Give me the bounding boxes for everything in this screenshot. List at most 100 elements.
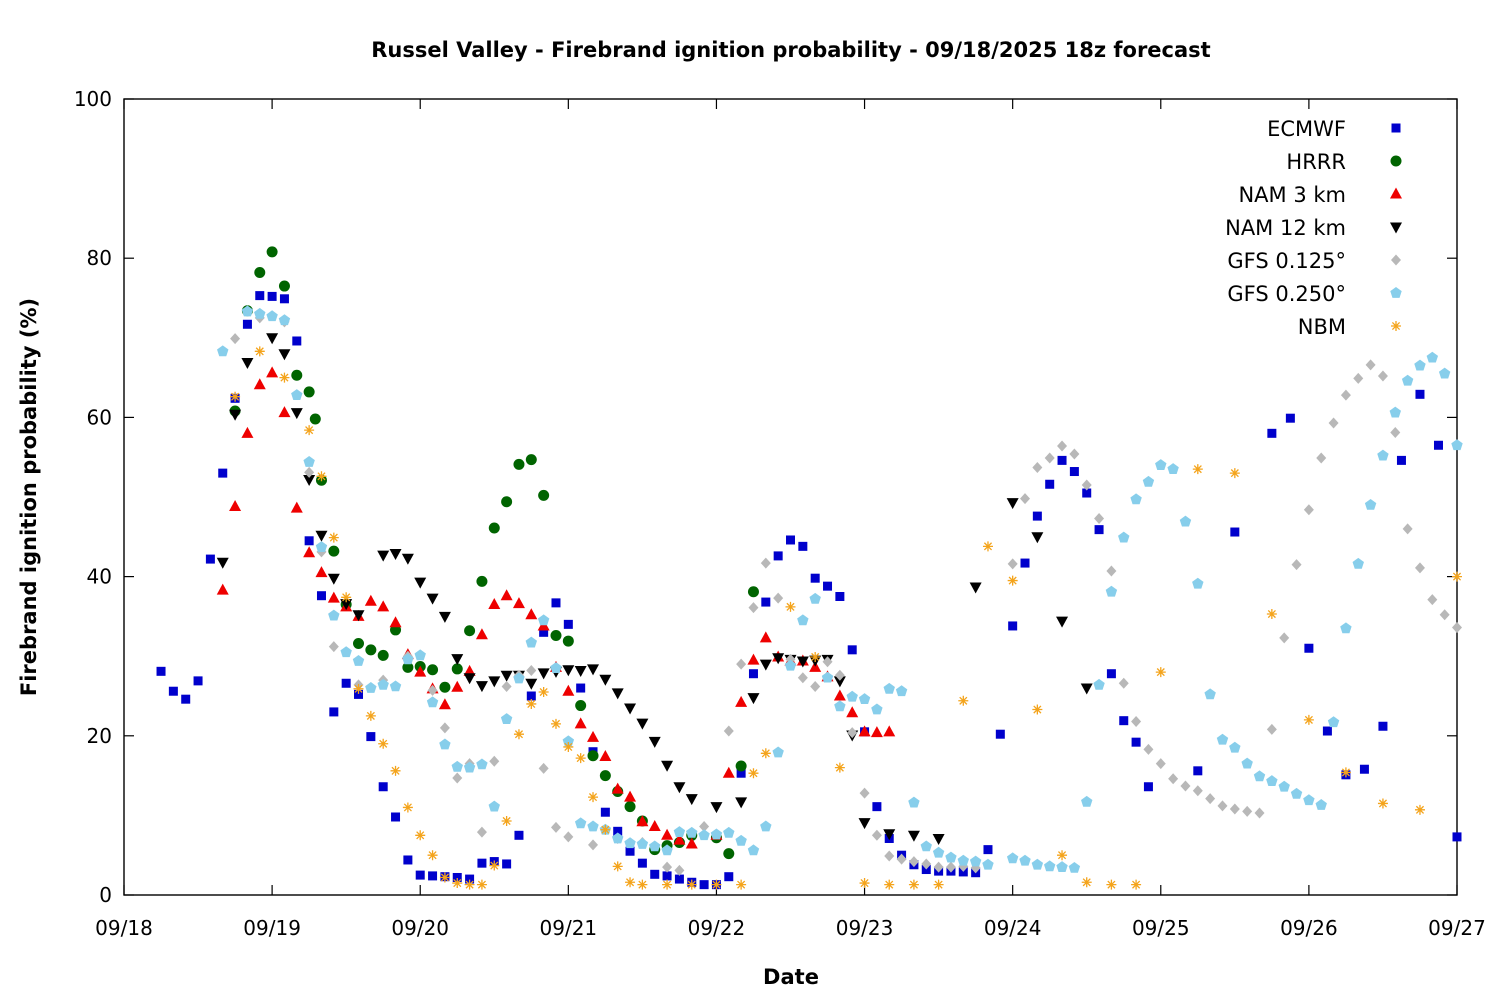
data-point bbox=[303, 455, 315, 467]
data-point bbox=[365, 710, 376, 721]
data-point bbox=[401, 553, 414, 565]
data-point bbox=[230, 333, 241, 345]
data-point bbox=[1031, 532, 1044, 544]
data-point bbox=[747, 653, 760, 665]
data-point bbox=[699, 821, 710, 833]
data-point bbox=[1279, 632, 1290, 644]
data-point bbox=[1414, 562, 1425, 574]
data-point bbox=[168, 686, 178, 696]
data-point bbox=[352, 610, 365, 622]
data-point bbox=[254, 346, 265, 357]
data-point bbox=[464, 879, 475, 890]
data-point bbox=[1008, 621, 1018, 631]
data-point bbox=[230, 391, 241, 402]
data-point bbox=[428, 871, 438, 881]
data-point bbox=[315, 541, 328, 552]
data-point bbox=[1105, 585, 1118, 597]
x-tick-label: 09/20 bbox=[391, 916, 449, 940]
data-point bbox=[304, 425, 315, 436]
data-point bbox=[389, 616, 402, 628]
data-point bbox=[624, 703, 637, 715]
data-point bbox=[427, 684, 438, 696]
data-point bbox=[1205, 793, 1216, 805]
data-point bbox=[267, 291, 277, 301]
data-point bbox=[810, 573, 820, 583]
data-point bbox=[476, 826, 487, 838]
data-point bbox=[1438, 367, 1451, 379]
data-point bbox=[329, 707, 339, 717]
data-point bbox=[1043, 860, 1056, 872]
data-point bbox=[1119, 716, 1129, 726]
legend-label: HRRR bbox=[1286, 150, 1346, 174]
data-point bbox=[1094, 512, 1105, 524]
data-point bbox=[513, 729, 524, 740]
data-point bbox=[229, 500, 242, 512]
data-point bbox=[451, 680, 464, 692]
data-point bbox=[304, 536, 314, 546]
data-point bbox=[1080, 683, 1093, 695]
data-point bbox=[309, 413, 321, 425]
data-point bbox=[748, 602, 759, 614]
data-point bbox=[451, 760, 463, 772]
data-point bbox=[501, 815, 512, 826]
data-point bbox=[921, 865, 931, 875]
data-point bbox=[414, 649, 426, 661]
data-point bbox=[341, 678, 351, 688]
data-point bbox=[1068, 861, 1081, 873]
data-point bbox=[1217, 800, 1228, 812]
data-point bbox=[290, 408, 303, 420]
data-point bbox=[723, 848, 735, 860]
data-point bbox=[562, 684, 575, 696]
data-point bbox=[760, 748, 771, 759]
data-point bbox=[476, 879, 487, 890]
y-tick-label: 80 bbox=[87, 246, 112, 270]
data-point bbox=[488, 522, 500, 534]
data-point bbox=[1179, 515, 1192, 527]
data-point bbox=[292, 336, 302, 346]
data-point bbox=[488, 597, 501, 609]
data-point bbox=[402, 653, 414, 665]
data-point bbox=[575, 700, 587, 712]
data-point bbox=[1056, 616, 1069, 628]
data-point bbox=[377, 649, 389, 661]
data-point bbox=[476, 758, 488, 770]
data-point bbox=[550, 662, 562, 673]
data-point bbox=[1093, 678, 1105, 690]
data-point bbox=[600, 807, 610, 817]
data-point bbox=[452, 878, 463, 889]
data-point bbox=[896, 853, 907, 865]
data-point bbox=[810, 680, 821, 692]
data-point bbox=[341, 592, 352, 603]
data-point bbox=[216, 583, 229, 595]
data-point bbox=[229, 409, 242, 421]
data-point bbox=[1340, 622, 1352, 634]
chart-title: Russel Valley - Firebrand ignition proba… bbox=[371, 38, 1210, 62]
data-point bbox=[1253, 770, 1266, 782]
data-point bbox=[636, 815, 649, 827]
data-point bbox=[1192, 577, 1204, 589]
data-point bbox=[1415, 389, 1425, 399]
data-point bbox=[426, 696, 439, 708]
data-point bbox=[1082, 488, 1092, 498]
data-point bbox=[340, 599, 353, 611]
data-point bbox=[834, 762, 845, 773]
data-point bbox=[1131, 879, 1142, 890]
data-point bbox=[1266, 775, 1278, 787]
data-point bbox=[1290, 787, 1303, 799]
data-point bbox=[773, 551, 783, 561]
data-point bbox=[550, 630, 562, 642]
data-point bbox=[958, 867, 968, 877]
legend-label: NAM 12 km bbox=[1225, 216, 1346, 240]
data-point bbox=[452, 772, 463, 784]
data-point bbox=[785, 601, 796, 612]
data-point bbox=[1426, 351, 1439, 363]
data-point bbox=[1106, 565, 1117, 577]
data-point bbox=[500, 713, 513, 724]
data-point bbox=[551, 598, 561, 608]
series-gfs-0-250 bbox=[217, 305, 1463, 873]
data-point bbox=[303, 474, 316, 486]
data-point bbox=[1007, 575, 1018, 586]
x-axis-label: Date bbox=[763, 965, 819, 989]
data-point bbox=[241, 357, 254, 369]
